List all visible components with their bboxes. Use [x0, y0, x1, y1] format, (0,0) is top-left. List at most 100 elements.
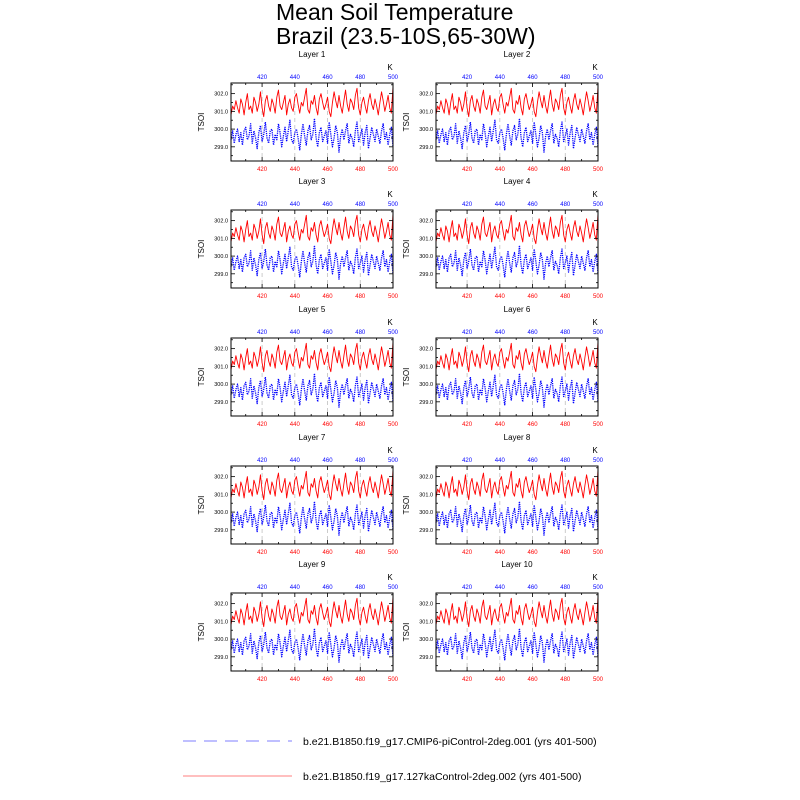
y-tick-label: 302.0: [419, 219, 433, 225]
x-tick-label-bottom: 480: [560, 422, 571, 428]
y-tick-label: 299.0: [419, 528, 433, 534]
x-tick-label-top: 480: [355, 75, 366, 81]
x-tick-label-top: 500: [388, 75, 399, 81]
x-tick-label-top: 480: [355, 585, 366, 591]
x-tick-label-bottom: 420: [462, 550, 473, 556]
panel-title: Layer 4: [504, 177, 531, 186]
x-tick-label-bottom: 420: [257, 294, 268, 300]
y-tick-label: 301.0: [419, 364, 433, 370]
x-tick-label-top: 460: [323, 330, 334, 336]
series-line-exp1: [230, 244, 394, 280]
y-tick-label: 300.0: [214, 510, 228, 516]
x-tick-label-top: 480: [560, 585, 571, 591]
y-tick-label: 302.0: [419, 92, 433, 98]
x-tick-label-bottom: 480: [560, 167, 571, 173]
unit-label: K: [592, 318, 598, 327]
y-tick-label: 301.0: [214, 109, 228, 115]
series-line-exp1: [435, 500, 599, 536]
y-tick-label: 301.0: [419, 619, 433, 625]
x-tick-label-bottom: 480: [560, 677, 571, 683]
y-axis-label: TSOI: [402, 368, 411, 387]
y-axis-label: TSOI: [402, 240, 411, 259]
unit-label: K: [387, 573, 393, 582]
panel-layer-3: Layer 3 K 420 420 440 440 460 460 480 480 500 500 29…: [197, 177, 399, 300]
x-tick-label-top: 500: [593, 330, 604, 336]
x-tick-label-bottom: 460: [323, 167, 334, 173]
unit-label: K: [592, 573, 598, 582]
y-tick-label: 301.0: [214, 492, 228, 498]
panel-layer-7: Layer 7 K 420 420 440 440 460 460 480 480 500 500 29…: [197, 433, 399, 556]
unit-label: K: [387, 318, 393, 327]
y-axis-label: TSOI: [197, 240, 206, 259]
panel-layer-1: Layer 1 K 420 420 440 440 460 460 480 480 500 500 29…: [197, 50, 399, 173]
series-line-exp2: [230, 469, 394, 501]
x-tick-label-bottom: 420: [462, 294, 473, 300]
x-tick-label-top: 440: [290, 458, 301, 464]
x-tick-label-bottom: 440: [495, 422, 506, 428]
x-tick-label-bottom: 480: [355, 167, 366, 173]
panel-title: Layer 1: [299, 50, 326, 59]
series-line-exp1: [435, 117, 599, 153]
y-tick-label: 301.0: [214, 364, 228, 370]
legend-entry-1: b.e21.B1850.f19_g17.CMIP6-piControl-2deg…: [183, 736, 597, 748]
x-tick-label-bottom: 480: [560, 550, 571, 556]
y-tick-label: 302.0: [419, 475, 433, 481]
x-tick-label-bottom: 440: [495, 677, 506, 683]
plot-frame: [230, 592, 394, 672]
x-tick-label-bottom: 460: [528, 422, 539, 428]
x-tick-label-bottom: 500: [388, 167, 399, 173]
x-tick-label-bottom: 440: [495, 550, 506, 556]
y-tick-label: 299.0: [419, 400, 433, 406]
x-tick-label-top: 420: [257, 458, 268, 464]
y-tick-label: 301.0: [419, 236, 433, 242]
x-tick-label-top: 440: [495, 202, 506, 208]
x-tick-label-bottom: 420: [257, 167, 268, 173]
series-line-exp2: [435, 469, 599, 501]
x-tick-label-top: 440: [495, 75, 506, 81]
y-axis-label: TSOI: [402, 496, 411, 515]
y-axis-label: TSOI: [197, 113, 206, 132]
y-tick-label: 299.0: [214, 145, 228, 151]
x-tick-label-top: 440: [290, 75, 301, 81]
x-tick-label-bottom: 440: [495, 167, 506, 173]
x-tick-label-top: 420: [257, 202, 268, 208]
x-tick-label-top: 500: [388, 458, 399, 464]
y-tick-label: 299.0: [419, 272, 433, 278]
series-line-exp1: [230, 500, 394, 536]
chart-title-line-2: Brazil (23.5-10S,65-30W): [276, 23, 536, 49]
panel-title: Layer 5: [299, 305, 326, 314]
y-tick-label: 300.0: [419, 127, 433, 133]
y-axis-label: TSOI: [197, 623, 206, 642]
plot-frame: [230, 82, 394, 162]
y-tick-label: 302.0: [214, 602, 228, 608]
plot-frame: [230, 209, 394, 289]
unit-label: K: [592, 63, 598, 72]
x-tick-label-bottom: 420: [462, 422, 473, 428]
unit-label: K: [387, 446, 393, 455]
y-tick-label: 302.0: [419, 602, 433, 608]
legend-label: b.e21.B1850.f19_g17.CMIP6-piControl-2deg…: [303, 736, 597, 748]
x-tick-label-bottom: 440: [290, 550, 301, 556]
x-tick-label-bottom: 500: [593, 294, 604, 300]
y-tick-label: 302.0: [419, 347, 433, 353]
x-tick-label-top: 480: [560, 458, 571, 464]
panel-title: Layer 6: [504, 305, 531, 314]
x-tick-label-bottom: 480: [560, 294, 571, 300]
x-tick-label-bottom: 500: [593, 422, 604, 428]
x-tick-label-bottom: 460: [528, 294, 539, 300]
panel-title: Layer 9: [299, 560, 326, 569]
x-tick-label-bottom: 440: [290, 422, 301, 428]
unit-label: K: [592, 190, 598, 199]
panel-title: Layer 8: [504, 433, 531, 442]
x-tick-label-bottom: 420: [462, 677, 473, 683]
x-tick-label-bottom: 420: [257, 550, 268, 556]
y-tick-label: 302.0: [214, 347, 228, 353]
x-tick-label-top: 480: [560, 202, 571, 208]
x-tick-label-top: 420: [462, 585, 473, 591]
unit-label: K: [592, 446, 598, 455]
x-tick-label-top: 420: [257, 585, 268, 591]
x-tick-label-top: 420: [257, 330, 268, 336]
panel-title: Layer 10: [501, 560, 533, 569]
x-tick-label-top: 460: [323, 75, 334, 81]
